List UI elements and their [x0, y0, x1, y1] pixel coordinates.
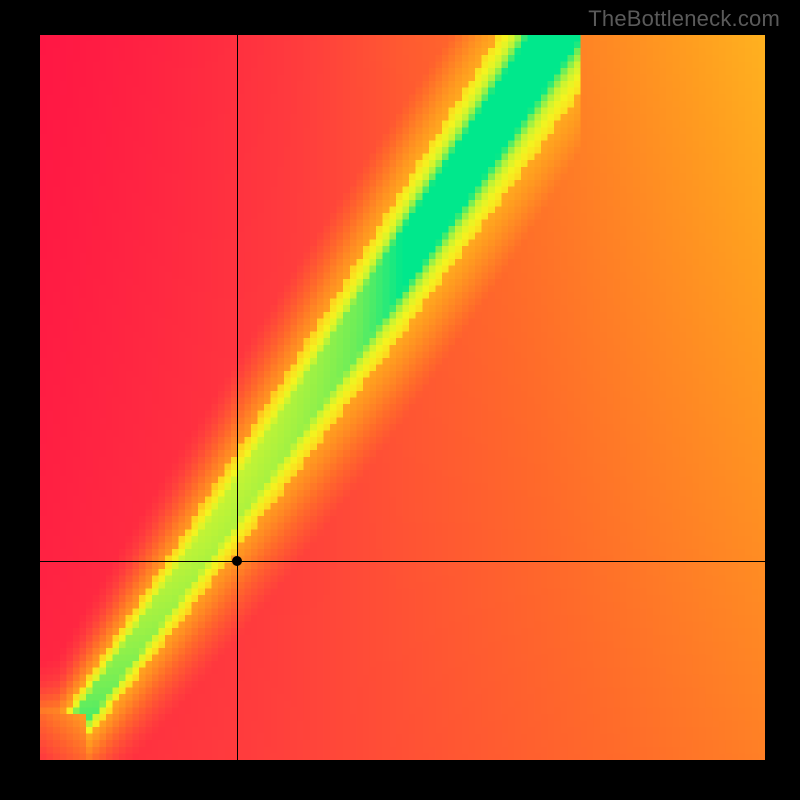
watermark-text: TheBottleneck.com: [588, 6, 780, 32]
crosshair-vertical: [237, 35, 238, 760]
chart-frame: TheBottleneck.com: [0, 0, 800, 800]
bottleneck-heatmap: [40, 35, 765, 760]
crosshair-horizontal: [40, 561, 765, 562]
crosshair-dot: [232, 556, 242, 566]
